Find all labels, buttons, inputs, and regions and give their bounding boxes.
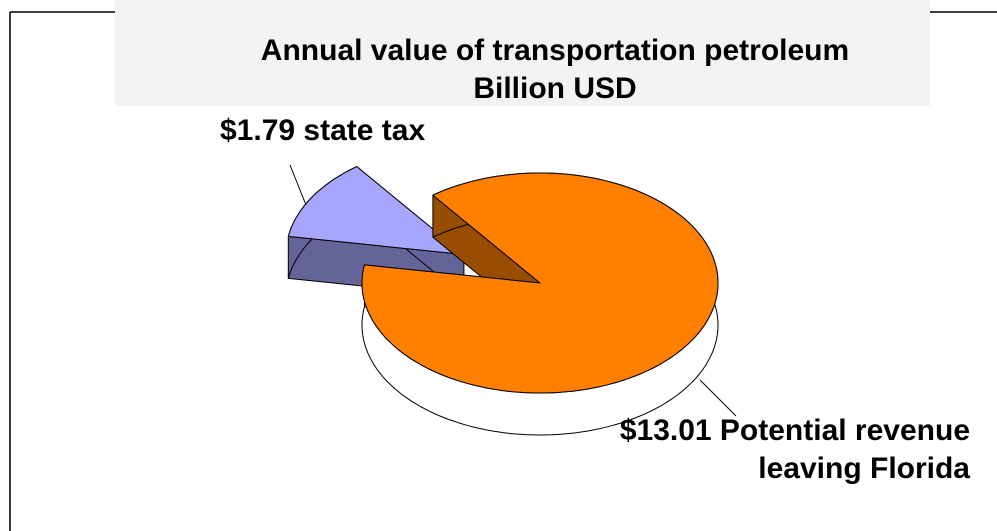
leader-line bbox=[699, 379, 737, 417]
slice bbox=[361, 172, 719, 394]
leader-line bbox=[289, 164, 307, 206]
chart-subtitle: Billion USD bbox=[473, 72, 636, 105]
slice-label: $13.01 Potential revenue leaving Florida bbox=[619, 414, 970, 485]
pie bbox=[287, 166, 719, 436]
chart-title: Annual value of transportation petroleum bbox=[261, 34, 849, 67]
title-background bbox=[115, 0, 930, 106]
slice bbox=[287, 166, 465, 255]
slice-label: $1.79 state tax bbox=[220, 114, 426, 147]
